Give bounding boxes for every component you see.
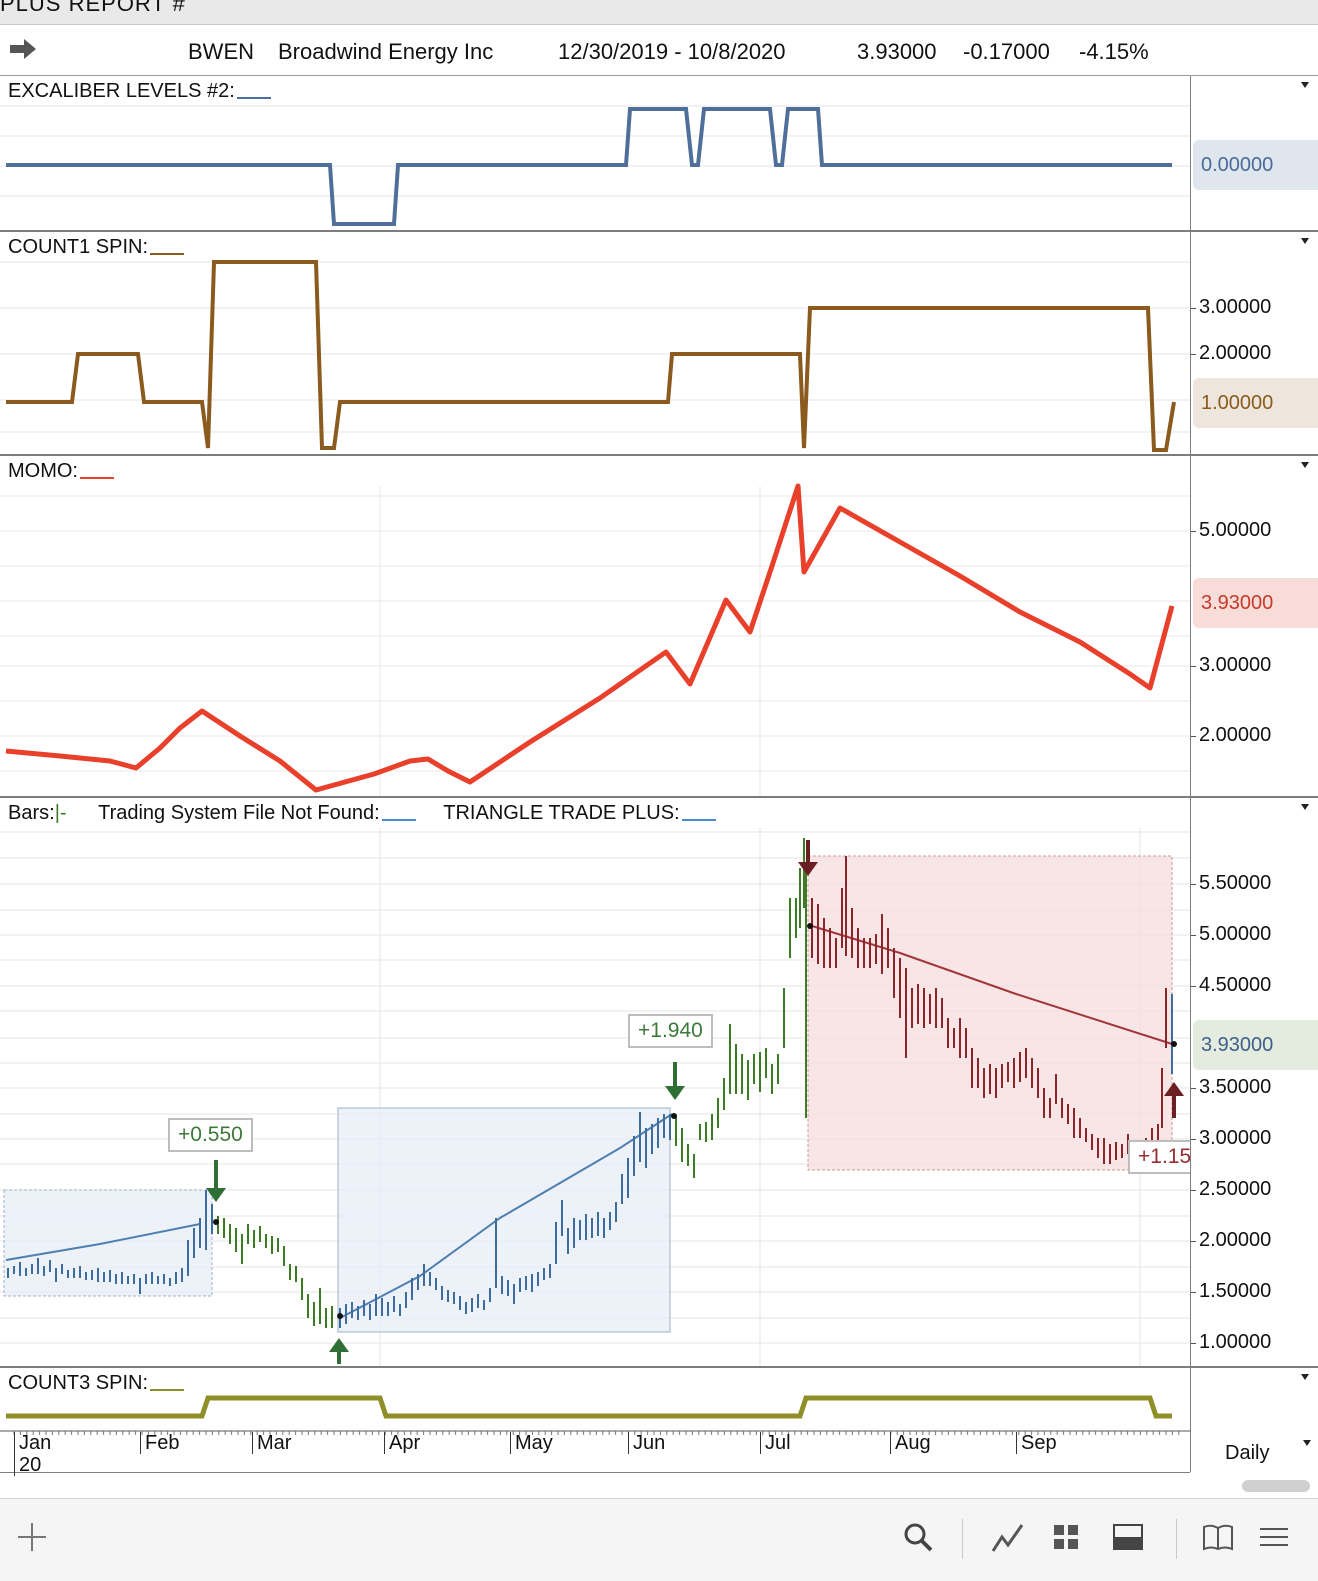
momo-line	[5, 483, 1175, 793]
buy-arrow-2	[674, 1358, 675, 1360]
axis-tick: 1.00000	[1199, 1331, 1272, 1353]
count3-axis	[1190, 1368, 1318, 1430]
trend-line-3	[811, 925, 1173, 1045]
buy-arrow-1	[206, 1160, 226, 1202]
time-axis-ticks	[0, 1430, 1190, 1435]
excaliber-value-badge: 0.00000	[1193, 140, 1318, 190]
up-arrow-mar	[329, 1338, 349, 1364]
axis-tick: 2.00000	[1199, 1229, 1272, 1251]
bars-blue-1	[7, 1190, 213, 1294]
count1-title: COUNT1 SPIN:	[8, 236, 185, 259]
quote-header: BWEN Broadwind Energy Inc 12/30/2019 - 1…	[0, 25, 1318, 76]
percent-change: -4.15%	[1079, 39, 1149, 64]
axis-tick: 5.00000	[1199, 519, 1272, 541]
axis-tick: 1.50000	[1199, 1280, 1272, 1302]
price-plot	[0, 828, 1190, 1366]
count3-title: COUNT3 SPIN:	[8, 1372, 185, 1395]
price-axis: 5.50000 5.00000 4.50000 3.50000 3.00000 …	[1190, 798, 1318, 1368]
panel-menu-icon[interactable]	[1301, 804, 1309, 810]
bars-green-2	[675, 838, 807, 1178]
signal-arrow-jun	[665, 1062, 685, 1100]
interval-label: Daily	[1225, 1442, 1270, 1464]
horizontal-scrollbar[interactable]	[1242, 1480, 1310, 1492]
plus-icon[interactable]	[14, 1519, 50, 1555]
panel-menu-icon[interactable]	[1301, 238, 1309, 244]
panel-menu-icon[interactable]	[1301, 82, 1309, 88]
date-range: 12/30/2019 - 10/8/2020	[558, 39, 786, 64]
axis-tick: 5.00000	[1199, 923, 1272, 945]
axis-tick: 3.00000	[1199, 296, 1272, 318]
grid-icon[interactable]	[1048, 1519, 1084, 1555]
excaliber-plot	[0, 105, 1190, 226]
triangle-box-2	[337, 1107, 671, 1333]
month-label: Jan	[14, 1432, 51, 1454]
window-title-bar: PLUS REPORT #	[0, 0, 1318, 25]
window-title: PLUS REPORT #	[0, 0, 186, 16]
chevron-down-icon[interactable]	[1303, 1440, 1311, 1446]
excaliber-line	[6, 107, 1172, 226]
month-label: Aug	[890, 1432, 931, 1454]
company-name: Broadwind Energy Inc	[278, 39, 494, 64]
count1-line	[6, 260, 1176, 452]
axis-tick: 5.50000	[1199, 872, 1272, 894]
trade-label-2: +1.940	[628, 1014, 713, 1048]
price-value-badge: 3.93000	[1193, 1020, 1318, 1070]
arrow-right-icon[interactable]	[8, 37, 38, 61]
excaliber-title: EXCALIBER LEVELS #2:	[8, 80, 271, 103]
interval-selector[interactable]: Daily	[1190, 1430, 1318, 1472]
menu-icon[interactable]	[1256, 1519, 1292, 1555]
trade-label-3: +1.15	[1128, 1140, 1192, 1174]
momo-title: MOMO:	[8, 460, 114, 483]
price-change: -0.17000	[963, 39, 1050, 64]
count1-value-badge: 1.00000	[1193, 378, 1318, 428]
search-icon[interactable]	[900, 1519, 936, 1555]
book-icon[interactable]	[1200, 1519, 1236, 1555]
price-panel-title: Bars:|- Trading System File Not Found: T…	[8, 802, 716, 825]
triangle-box-3	[807, 855, 1173, 1171]
count3-plot	[6, 1395, 1172, 1419]
axis-tick: 2.00000	[1199, 342, 1272, 364]
bottom-toolbar	[0, 1498, 1318, 1581]
axis-tick: 3.00000	[1199, 1127, 1272, 1149]
month-label: Feb	[140, 1432, 179, 1454]
axis-tick: 4.50000	[1199, 974, 1272, 996]
momo-axis: 5.00000 3.00000 2.00000 3.93000	[1190, 456, 1318, 798]
month-label: Sep	[1016, 1432, 1057, 1454]
axis-tick: 3.50000	[1199, 1076, 1272, 1098]
trend-line-2	[339, 1113, 673, 1319]
excaliber-axis: 0.00000	[1190, 76, 1318, 232]
bars-green-1	[217, 1216, 333, 1328]
time-axis[interactable]: Jan Feb Mar Apr May Jun Jul Aug Sep 20	[0, 1430, 1190, 1476]
sell-arrow-jul	[798, 840, 818, 876]
count1-axis: 3.00000 2.00000 1.00000	[1190, 232, 1318, 456]
last-price: 3.93000	[857, 39, 937, 64]
momo-value-badge: 3.93000	[1193, 578, 1318, 628]
count3-panel[interactable]: COUNT3 SPIN:	[0, 1368, 1190, 1430]
count1-plot	[0, 260, 1190, 452]
month-label: Mar	[252, 1432, 291, 1454]
year-label: 20	[14, 1454, 41, 1476]
layout-icon[interactable]	[1110, 1519, 1146, 1555]
count3-line	[6, 1395, 1172, 1419]
month-label: Jul	[760, 1432, 791, 1454]
axis-tick: 2.00000	[1199, 724, 1272, 746]
line-chart-icon[interactable]	[990, 1519, 1026, 1555]
symbol: BWEN	[188, 39, 254, 64]
price-panel[interactable]: +0.550 +1.940 +1.15 Bars:|- Trading Syst…	[0, 798, 1192, 1368]
panel-menu-icon[interactable]	[1301, 1374, 1309, 1380]
momo-plot	[0, 483, 1190, 796]
month-label: Apr	[384, 1432, 420, 1454]
panel-menu-icon[interactable]	[1301, 462, 1309, 468]
month-label: May	[510, 1432, 553, 1454]
excaliber-panel[interactable]: EXCALIBER LEVELS #2:	[0, 76, 1190, 232]
trade-label-1: +0.550	[168, 1118, 253, 1152]
trend-line-1	[5, 1223, 201, 1261]
up-arrow-sep	[1164, 1082, 1184, 1118]
month-label: Jun	[628, 1432, 665, 1454]
momo-panel[interactable]: MOMO:	[0, 456, 1190, 798]
count1-panel[interactable]: COUNT1 SPIN:	[0, 232, 1190, 456]
axis-tick: 3.00000	[1199, 654, 1272, 676]
axis-tick: 2.50000	[1199, 1178, 1272, 1200]
